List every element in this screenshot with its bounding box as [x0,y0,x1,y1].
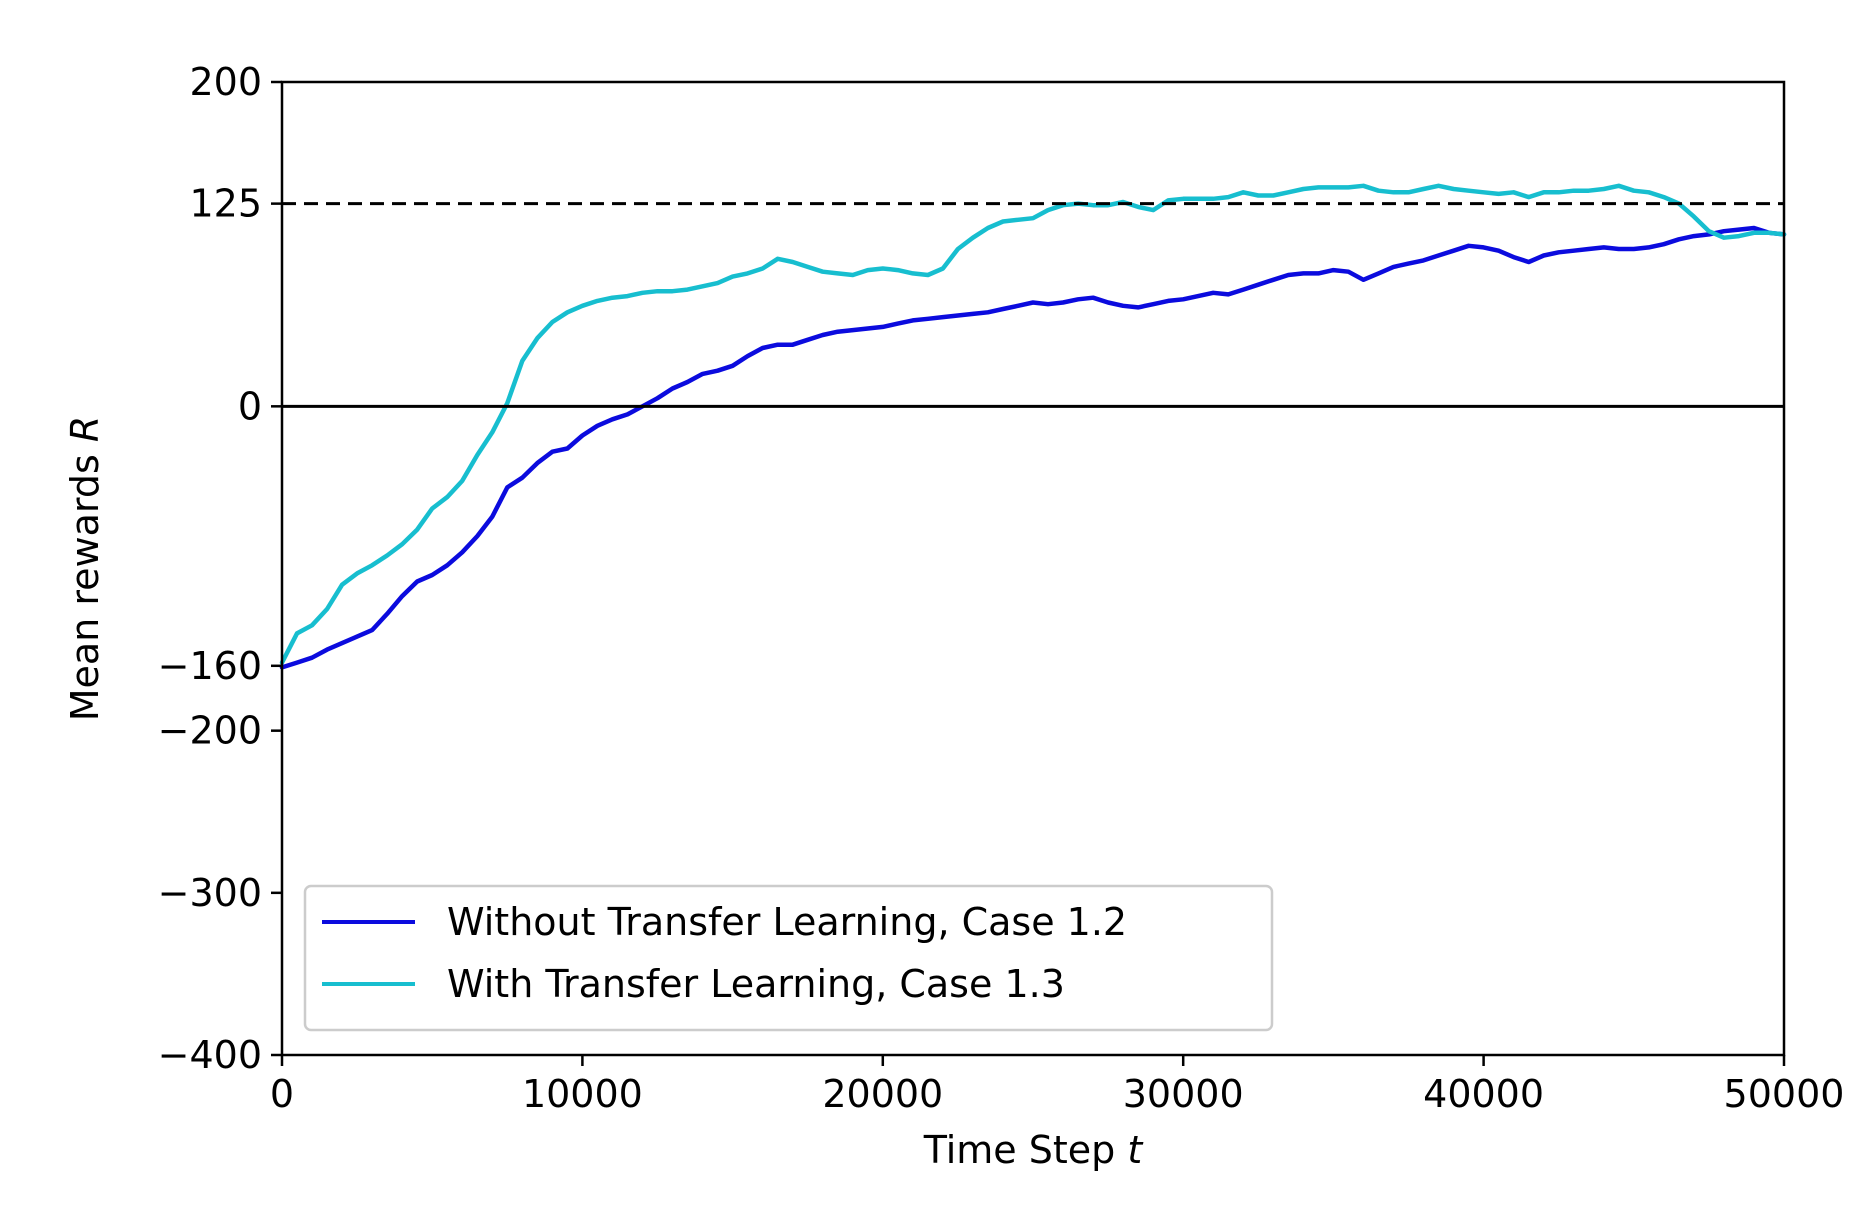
y-axis-label-var: R [63,416,107,442]
x-tick-label: 10000 [522,1072,643,1116]
y-axis-label-text: Mean rewards [63,454,107,721]
y-tick-label: −200 [158,709,262,753]
axes-frame [280,80,1786,1057]
series-line-without-transfer [279,225,1787,670]
legend-box [303,884,1274,1032]
y-tick-label: −400 [158,1033,262,1077]
legend-label-without-transfer: Without Transfer Learning, Case 1.2 [447,900,1127,944]
plot-lines [279,183,1787,670]
x-tick-label: 40000 [1423,1072,1544,1116]
legend-label-with-transfer: With Transfer Learning, Case 1.3 [447,962,1065,1006]
x-tick-label: 20000 [822,1072,943,1116]
y-tick-label: 125 [189,182,262,226]
x-tick-label: 30000 [1123,1072,1244,1116]
y-axis-ticks: −400 −300 −200 −160 0 125 200 [158,60,282,1077]
x-tick-label: 50000 [1724,1072,1845,1116]
y-tick-label: 0 [238,384,262,428]
x-axis-label-text: Time Step [923,1128,1116,1172]
x-axis-label-var: t [1127,1128,1144,1172]
x-axis-label: Time Step t [923,1128,1145,1172]
x-axis-ticks: 0 10000 20000 30000 40000 50000 [270,1055,1845,1116]
legend: Without Transfer Learning, Case 1.2 With… [303,884,1274,1032]
y-tick-label: −300 [158,871,262,915]
y-tick-label: 200 [189,60,262,104]
x-tick-label: 0 [270,1072,294,1116]
y-axis-label: Mean rewards R [63,416,107,722]
series-line-with-transfer [279,183,1787,665]
y-tick-label: −160 [158,644,262,688]
